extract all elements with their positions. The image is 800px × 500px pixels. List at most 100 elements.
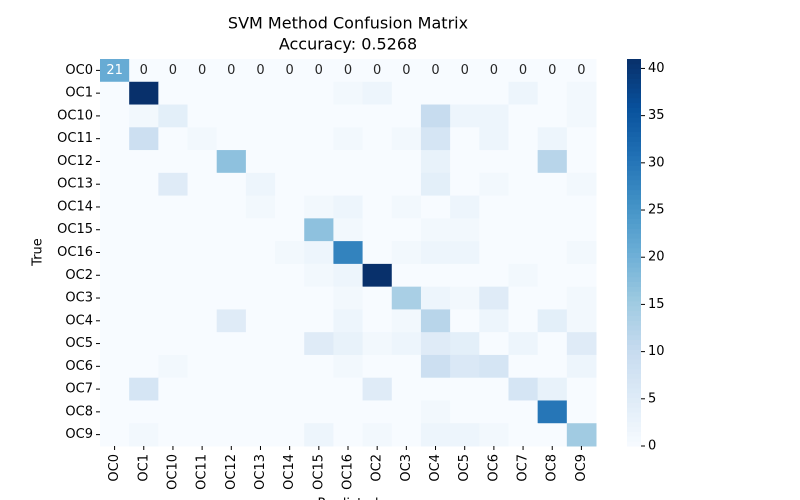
- cell: [508, 309, 539, 333]
- cell: [129, 377, 159, 401]
- x-tick-label: OC3: [399, 454, 414, 482]
- cell-label: 0: [140, 63, 148, 78]
- colorbar-segment: [627, 368, 641, 374]
- cell: [479, 195, 509, 219]
- y-tick-label: OC11: [57, 131, 93, 146]
- colorbar-segment: [627, 305, 641, 312]
- colorbar-segment: [627, 126, 641, 133]
- cell: [566, 423, 597, 447]
- cell: [450, 263, 480, 288]
- y-tick-label: OC8: [65, 404, 93, 419]
- cell: [362, 354, 393, 379]
- cell-label: 0: [431, 63, 439, 78]
- colorbar-segment: [627, 378, 641, 384]
- cell: [479, 59, 509, 83]
- cell: [508, 195, 539, 219]
- colorbar-segment: [627, 102, 641, 108]
- cell: [187, 400, 218, 424]
- chart-subtitle: Accuracy: 0.5268: [279, 35, 417, 54]
- colorbar-segment: [627, 383, 641, 389]
- cell: [537, 127, 568, 151]
- cell: [187, 377, 218, 401]
- cell: [450, 81, 480, 106]
- y-tick-label: OC2: [65, 268, 93, 283]
- cell: [304, 218, 334, 242]
- cell: [420, 377, 451, 401]
- colorbar-segment: [627, 431, 641, 437]
- cell: [245, 104, 276, 128]
- cell: [100, 332, 130, 356]
- colorbar-segment: [627, 276, 641, 283]
- y-tick-label: OC12: [57, 154, 93, 169]
- cell: [362, 423, 393, 447]
- colorbar-segment: [627, 271, 641, 278]
- cell: [450, 400, 480, 424]
- colorbar-tick-label: 5: [648, 391, 656, 406]
- cell: [129, 59, 159, 83]
- colorbar-tick-label: 35: [648, 108, 665, 123]
- cell: [129, 104, 159, 128]
- colorbar-tick-label: 40: [648, 61, 665, 76]
- cell: [450, 218, 480, 242]
- cell: [362, 263, 393, 288]
- cell-label: 0: [519, 63, 527, 78]
- cell: [187, 172, 218, 197]
- cell: [333, 423, 364, 447]
- cell: [304, 150, 334, 174]
- cell: [216, 195, 247, 219]
- cell: [158, 286, 189, 310]
- cell: [158, 263, 189, 288]
- cell: [158, 309, 189, 333]
- cell: [537, 81, 568, 106]
- colorbar-segment: [627, 339, 641, 345]
- cell: [333, 400, 364, 424]
- cell: [479, 218, 509, 242]
- colorbar-segment: [627, 300, 641, 307]
- colorbar-segment: [627, 189, 641, 195]
- cell: [508, 332, 539, 356]
- cell: [391, 241, 422, 265]
- cell-label: 0: [461, 63, 469, 78]
- cell: [129, 354, 159, 379]
- cell: [566, 81, 597, 106]
- cell: [362, 172, 393, 197]
- cell: [362, 218, 393, 242]
- x-tick-label: OC4: [428, 454, 443, 482]
- cell: [420, 104, 451, 128]
- cell: [420, 59, 451, 83]
- cell: [187, 150, 218, 174]
- x-tick-label: OC10: [165, 454, 180, 490]
- cell: [158, 104, 189, 128]
- colorbar-segment: [627, 131, 641, 137]
- cell: [304, 241, 334, 265]
- cell: [245, 218, 276, 242]
- cell: [333, 332, 364, 356]
- colorbar-segment: [627, 59, 641, 65]
- cell: [129, 263, 159, 288]
- cell: [333, 195, 364, 219]
- cell: [245, 332, 276, 356]
- cell: [275, 241, 305, 265]
- cell: [450, 354, 480, 379]
- cell: [245, 309, 276, 333]
- x-tick-label: OC15: [311, 454, 326, 490]
- cell: [245, 423, 276, 447]
- colorbar-segment: [627, 257, 641, 263]
- y-tick-label: OC16: [57, 245, 93, 260]
- x-tick-label: OC6: [486, 454, 501, 482]
- cell: [450, 332, 480, 356]
- cell: [245, 127, 276, 151]
- cell-label: 0: [256, 63, 264, 78]
- cell: [245, 377, 276, 401]
- y-tick-label: OC5: [65, 336, 93, 351]
- y-tick-label: OC3: [65, 291, 93, 306]
- cell: [333, 286, 364, 310]
- cell: [537, 172, 568, 197]
- cell: [129, 81, 159, 106]
- chart-title: SVM Method Confusion Matrix: [228, 14, 468, 33]
- colorbar-segment: [627, 334, 641, 341]
- cell: [100, 400, 130, 424]
- cell: [450, 150, 480, 174]
- colorbar-segment: [627, 194, 641, 200]
- cell: [245, 241, 276, 265]
